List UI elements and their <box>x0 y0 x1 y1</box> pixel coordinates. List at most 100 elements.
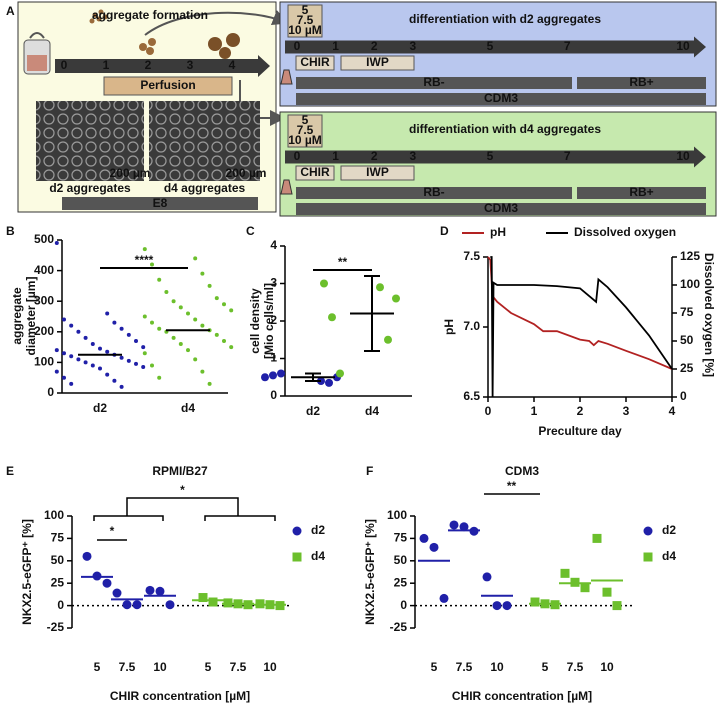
x-tick-label: 10 <box>490 660 504 674</box>
point <box>336 369 344 378</box>
day-label: 7 <box>564 149 571 163</box>
point <box>90 342 95 347</box>
point <box>54 241 59 246</box>
point <box>320 279 328 288</box>
point <box>229 345 234 350</box>
point <box>83 335 88 340</box>
point <box>482 572 492 582</box>
medium-label: RB- <box>423 185 444 199</box>
y-tick-label: 4 <box>270 238 277 252</box>
point <box>119 384 124 389</box>
panel-label: C <box>246 224 255 238</box>
point <box>376 283 384 292</box>
point <box>76 329 81 334</box>
step-label: IWP <box>366 165 389 179</box>
point <box>150 262 154 267</box>
step-label: CHIR <box>300 55 330 69</box>
flask-icon <box>280 179 293 195</box>
y-tick-label: 75 <box>680 305 694 319</box>
point <box>592 533 602 543</box>
section-title: differentiation with d2 aggregates <box>409 12 601 26</box>
y-tick-label: 2 <box>270 313 277 327</box>
medium-label: CDM3 <box>484 201 518 215</box>
medium-label: RB+ <box>629 185 653 199</box>
y-tick-label: 100 <box>34 355 54 369</box>
step-box <box>295 55 335 71</box>
point <box>193 256 198 261</box>
point <box>62 351 66 356</box>
day-label: 7 <box>564 39 571 53</box>
step-label: CHIR <box>300 165 330 179</box>
x-tick-label: 1 <box>531 404 538 418</box>
significance-label: * <box>110 524 115 538</box>
y-tick-label: 500 <box>34 232 54 246</box>
significance-label: ** <box>507 479 517 493</box>
series-line <box>487 256 673 370</box>
point <box>222 338 226 343</box>
point <box>208 597 218 607</box>
legend-label: d2 <box>311 523 325 537</box>
point <box>612 601 622 611</box>
y-tick-label: 75 <box>394 531 408 545</box>
step-label: IWP <box>366 55 389 69</box>
section-title: aggregate formation <box>92 8 208 22</box>
significance-bracket <box>204 515 276 521</box>
significance-label: **** <box>135 253 154 267</box>
point <box>207 381 212 386</box>
point <box>157 277 162 282</box>
y-tick-label: 200 <box>34 324 54 338</box>
day-label: 0 <box>294 149 301 163</box>
point <box>193 357 198 362</box>
x-axis-label: Preculture day <box>538 424 622 438</box>
day-label: 3 <box>409 149 416 163</box>
section-title: differentiation with d4 aggregates <box>409 122 601 136</box>
y-axis-label: diameter [µm] <box>24 277 38 356</box>
day-label: 5 <box>487 149 494 163</box>
point <box>157 375 162 380</box>
step-label: Perfusion <box>140 78 195 92</box>
y-tick-label: 100 <box>680 277 700 291</box>
bioreactor-icon <box>23 32 51 75</box>
day-label: 1 <box>103 58 110 72</box>
y-axis-label: NKX2.5-eGFP⁺ [%] <box>20 519 34 625</box>
day-label: 2 <box>371 149 378 163</box>
point <box>200 271 205 276</box>
point <box>142 314 147 319</box>
point <box>171 335 176 340</box>
point <box>178 305 183 310</box>
y-tick-label: 100 <box>387 508 407 522</box>
point <box>155 586 165 596</box>
medium-bar <box>296 203 706 215</box>
y-tick-label: 7.0 <box>463 319 480 333</box>
concentration-label: 10 µM <box>288 133 322 147</box>
timeline-arrow <box>55 55 270 77</box>
x-tick-label: 0 <box>485 404 492 418</box>
day-label: 2 <box>371 39 378 53</box>
medium-bar <box>296 187 572 199</box>
legend-label: d4 <box>311 549 325 563</box>
panel-label: A <box>6 4 15 18</box>
point <box>142 351 147 356</box>
concentration-box <box>287 4 323 38</box>
x-tick-label: 5 <box>205 660 212 674</box>
y-tick-label: 0 <box>47 385 54 399</box>
point <box>119 355 124 360</box>
x-tick-label: 7.5 <box>567 660 584 674</box>
medium-bar <box>62 197 258 210</box>
arrow-to-d2 <box>144 10 289 36</box>
point <box>132 600 142 610</box>
y-tick-label: 75 <box>51 531 65 545</box>
point <box>186 311 190 316</box>
y-tick-label: 0 <box>400 598 407 612</box>
point <box>328 313 336 322</box>
point <box>207 283 212 288</box>
point <box>98 346 102 351</box>
x-tick-label: 7.5 <box>456 660 473 674</box>
point <box>82 551 92 561</box>
y-tick-label: 400 <box>34 263 54 277</box>
point <box>150 363 154 368</box>
y2-axis-label: Dissolved oxygen [%] <box>702 253 716 377</box>
medium-label: CDM3 <box>484 91 518 105</box>
point <box>492 601 502 611</box>
point <box>530 597 540 607</box>
